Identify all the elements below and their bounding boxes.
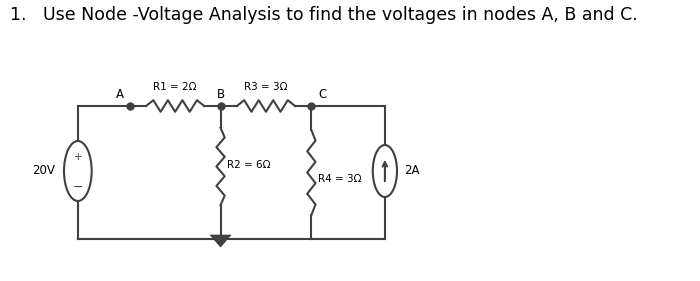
Text: B: B (216, 88, 225, 101)
Text: R1 = 2Ω: R1 = 2Ω (153, 82, 197, 92)
Text: −: − (73, 180, 83, 194)
Text: C: C (318, 88, 326, 101)
Polygon shape (210, 235, 231, 247)
Text: R3 = 3Ω: R3 = 3Ω (244, 82, 288, 92)
Text: R2 = 6Ω: R2 = 6Ω (228, 160, 271, 169)
Text: 2A: 2A (404, 164, 419, 178)
Text: R4 = 3Ω: R4 = 3Ω (318, 173, 362, 183)
Text: A: A (116, 88, 124, 101)
Text: 20V: 20V (32, 164, 55, 178)
Text: +: + (74, 152, 82, 162)
Text: 1.   Use Node -Voltage Analysis to find the voltages in nodes A, B and C.: 1. Use Node -Voltage Analysis to find th… (10, 6, 638, 24)
